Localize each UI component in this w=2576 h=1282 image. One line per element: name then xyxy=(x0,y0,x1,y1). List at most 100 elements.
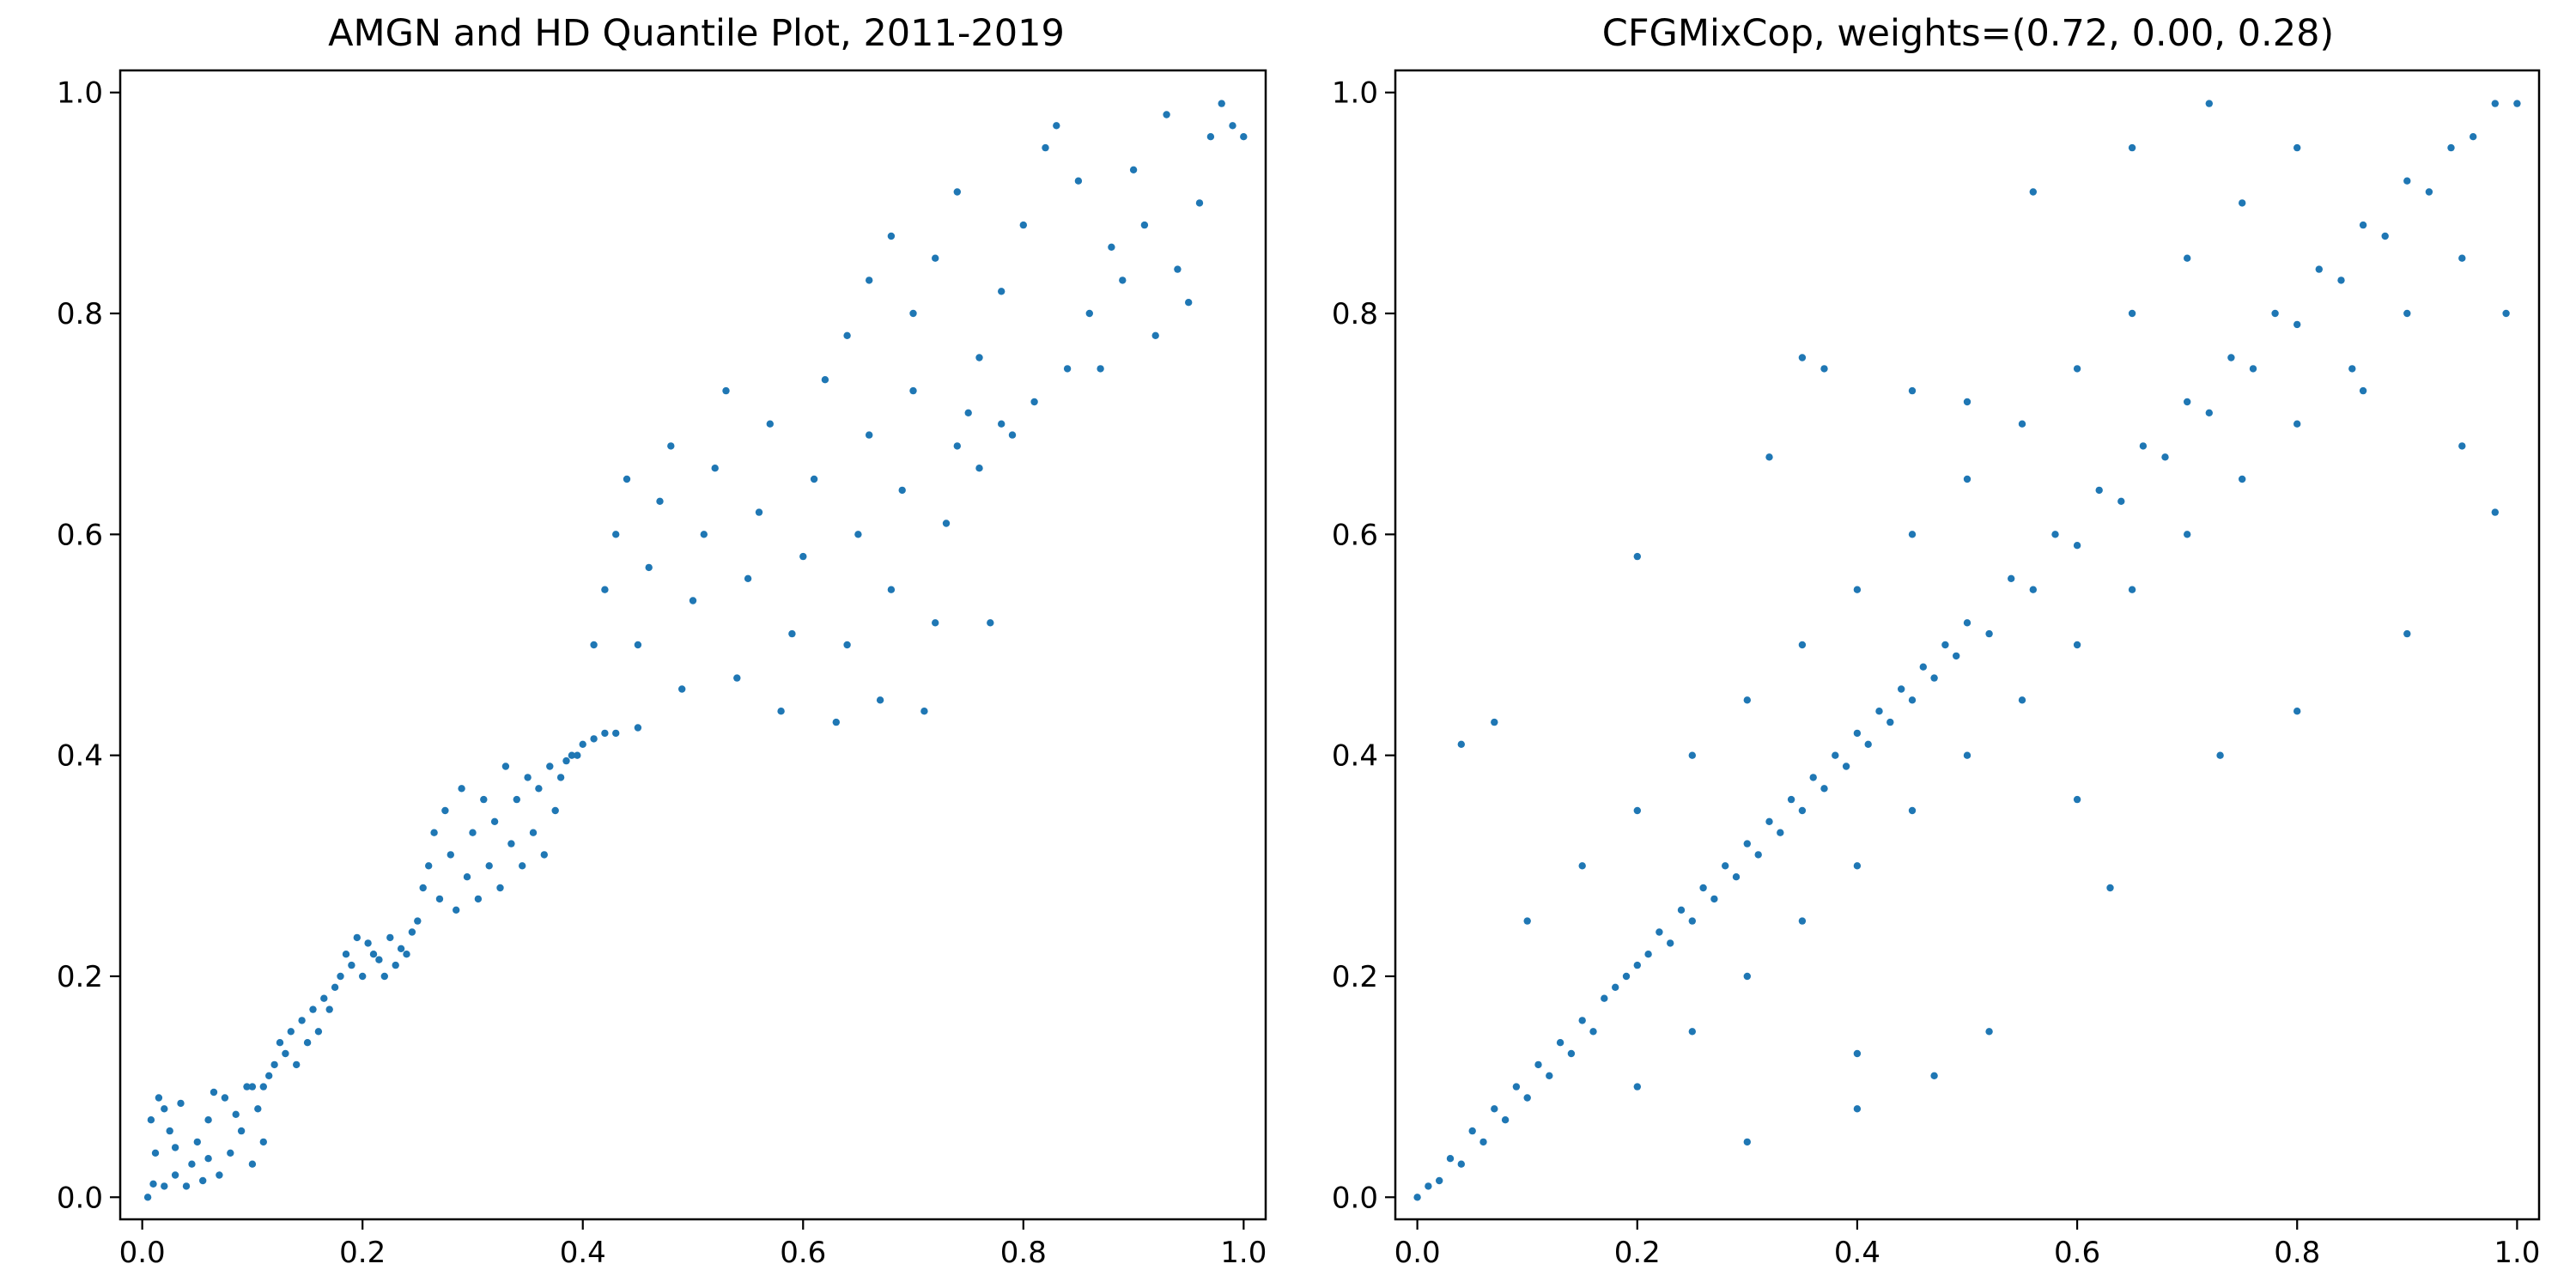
scatter-point xyxy=(1151,331,1159,339)
scatter-point xyxy=(2139,442,2148,450)
scatter-point xyxy=(1963,398,1971,406)
chart-right-axes: 0.0 0.2 0.4 0.6 0.8 1.0 0.0 0.2 0.4 0.6 0.8 1.0 xyxy=(1332,69,2541,1270)
scatter-point xyxy=(2051,531,2059,538)
scatter-point xyxy=(2470,133,2477,141)
scatter-point xyxy=(1491,718,1498,726)
scatter-point xyxy=(1534,1060,1542,1069)
scatter-point xyxy=(1612,983,1619,992)
x-tick-label: 0.8 xyxy=(1000,1236,1047,1270)
scatter-point xyxy=(932,254,939,262)
scatter-point xyxy=(414,917,422,925)
scatter-point xyxy=(1743,696,1752,704)
scatter-point xyxy=(1468,1127,1476,1135)
scatter-point xyxy=(1174,265,1182,273)
scatter-point xyxy=(1546,1072,1553,1080)
scatter-point xyxy=(441,806,449,815)
scatter-point xyxy=(1457,1160,1466,1168)
scatter-point xyxy=(2458,442,2466,450)
scatter-point xyxy=(524,774,532,781)
scatter-point xyxy=(788,629,796,638)
scatter-point xyxy=(1963,619,1971,627)
scatter-point xyxy=(259,1138,267,1146)
scatter-point xyxy=(1030,398,1038,406)
scatter-point xyxy=(348,961,355,969)
scatter-point xyxy=(866,276,873,284)
scatter-point xyxy=(2359,386,2367,395)
scatter-point xyxy=(490,817,499,825)
scatter-point xyxy=(2008,574,2015,582)
scatter-point xyxy=(568,751,576,759)
scatter-point xyxy=(1908,696,1917,704)
scatter-point xyxy=(601,729,609,738)
scatter-point xyxy=(1820,365,1828,373)
scatter-point xyxy=(1567,1049,1576,1058)
scatter-point xyxy=(1853,862,1862,870)
scatter-point xyxy=(562,756,570,765)
scatter-point xyxy=(1941,641,1949,649)
scatter-point xyxy=(259,1083,267,1091)
scatter-point xyxy=(832,718,840,726)
scatter-point xyxy=(2271,309,2279,318)
scatter-point xyxy=(2293,708,2301,715)
scatter-point xyxy=(1732,873,1741,881)
scatter-point xyxy=(216,1171,223,1179)
scatter-point xyxy=(755,508,763,516)
x-tick-label: 0.6 xyxy=(780,1236,826,1270)
scatter-point xyxy=(2205,409,2213,416)
x-tick-label: 1.0 xyxy=(2494,1236,2540,1270)
scatter-point xyxy=(1129,166,1138,173)
scatter-point xyxy=(1085,309,1094,318)
scatter-point xyxy=(1853,586,1862,593)
x-tick-label: 1.0 xyxy=(1220,1236,1267,1270)
y-tick-label: 0.0 xyxy=(57,1181,103,1215)
scatter-point xyxy=(2095,486,2103,495)
scatter-point xyxy=(1512,1083,1521,1091)
scatter-points xyxy=(1413,100,2521,1201)
scatter-point xyxy=(485,862,493,870)
scatter-point xyxy=(143,1194,152,1201)
scatter-point xyxy=(397,945,405,953)
scatter-point xyxy=(161,1182,168,1190)
chart-right-title: CFGMixCop, weights=(0.72, 0.00, 0.28) xyxy=(1602,12,2334,55)
scatter-point xyxy=(325,1006,333,1013)
scatter-point xyxy=(1688,917,1697,925)
y-tick-label: 0.4 xyxy=(1332,739,1378,774)
scatter-point xyxy=(1853,1105,1862,1113)
scatter-point xyxy=(2403,177,2411,185)
scatter-point xyxy=(1777,829,1784,836)
scatter-point xyxy=(2128,309,2136,318)
scatter-point xyxy=(276,1039,284,1047)
scatter-point xyxy=(711,465,719,472)
scatter-point xyxy=(645,563,653,572)
scatter-point xyxy=(1963,475,1971,483)
scatter-point xyxy=(1063,365,1072,373)
x-tick-label: 0.0 xyxy=(119,1236,166,1270)
scatter-point xyxy=(2227,354,2235,362)
scatter-point xyxy=(1842,763,1850,770)
scatter-point xyxy=(2239,199,2246,207)
scatter-point xyxy=(942,519,951,527)
scatter-point xyxy=(1633,806,1642,815)
axes-frame xyxy=(1394,69,2541,1221)
y-tick-label: 1.0 xyxy=(57,76,103,111)
scatter-point xyxy=(1743,840,1752,848)
scatter-point xyxy=(369,951,378,958)
scatter-point xyxy=(1019,221,1028,229)
scatter-point xyxy=(1053,122,1060,130)
scatter-point xyxy=(1633,961,1642,969)
scatter-point xyxy=(1523,1094,1531,1102)
scatter-point xyxy=(2018,696,2026,704)
scatter-point xyxy=(151,1149,160,1157)
scatter-point xyxy=(320,994,328,1002)
scatter-point xyxy=(1886,718,1894,726)
scatter-point xyxy=(2502,309,2510,318)
x-tick-label: 0.8 xyxy=(2274,1236,2320,1270)
scatter-point xyxy=(535,785,543,793)
scatter-point xyxy=(854,531,862,538)
scatter-point xyxy=(866,431,873,439)
scatter-point xyxy=(1798,641,1807,649)
scatter-point xyxy=(998,288,1005,295)
scatter-point xyxy=(155,1094,163,1102)
scatter-point xyxy=(1699,884,1707,892)
